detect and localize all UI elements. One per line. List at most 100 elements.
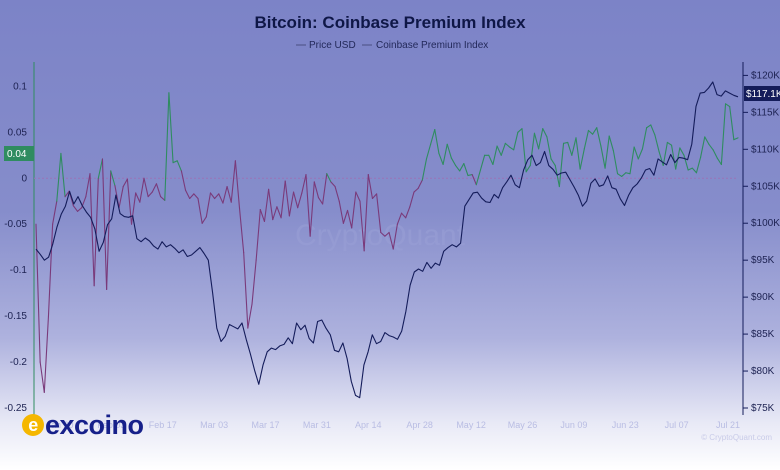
left-tick-label: 0 (21, 173, 27, 184)
price-line (35, 81, 739, 399)
premium-segment (35, 223, 41, 363)
premium-segment (400, 212, 407, 219)
premium-segment (546, 136, 552, 160)
chart-title: Bitcoin: Coinbase Premium Index (254, 13, 526, 32)
premium-segment (297, 192, 303, 209)
source-credit: © CryptoQuant.com (701, 433, 772, 442)
premium-segment (317, 197, 324, 205)
premium-segment (513, 131, 519, 151)
premium-segment (346, 209, 353, 229)
premium-segment (450, 157, 457, 166)
premium-segment (110, 170, 116, 187)
premium-segment (259, 208, 266, 223)
premium-segment (592, 127, 598, 135)
premium-segment (342, 209, 349, 224)
premium-segment (392, 223, 398, 250)
premium-segment (322, 173, 328, 205)
logo-coin-icon: e (22, 414, 44, 436)
premium-segment (446, 143, 452, 159)
premium-segment (425, 143, 432, 160)
premium-segment (205, 192, 212, 218)
premium-segment (517, 128, 523, 133)
premium-segment (633, 146, 639, 160)
premium-segment (351, 191, 357, 229)
premium-segment (538, 128, 544, 150)
premium-segment (180, 170, 187, 191)
premium-segment (679, 147, 685, 156)
premium-segment (130, 192, 137, 225)
premium-segment (438, 152, 444, 166)
premium-segment (338, 200, 344, 224)
right-tick-label: $80K (751, 366, 775, 377)
premium-segment (641, 127, 648, 150)
premium-segment (39, 361, 45, 393)
premium-segment (409, 191, 415, 208)
premium-segment (567, 141, 573, 156)
premium-segment (687, 167, 693, 171)
premium-segment (238, 208, 245, 254)
premium-segment (276, 206, 282, 219)
premium-segment (76, 207, 83, 212)
premium-segment (330, 181, 336, 188)
right-tick-label: $115K (751, 107, 780, 118)
premium-segment (587, 129, 594, 135)
premium-segment (160, 196, 166, 201)
premium-segment (371, 193, 378, 200)
premium-segment (222, 185, 228, 204)
premium-segment (550, 158, 556, 166)
premium-segment (106, 170, 112, 291)
premium-segment (197, 197, 203, 224)
premium-segment (583, 129, 590, 150)
premium-segment (496, 145, 502, 156)
premium-segment (230, 160, 236, 203)
premium-segment (151, 183, 158, 193)
x-tick-label: Apr 14 (355, 420, 382, 430)
x-tick-label: Jun 23 (612, 420, 639, 430)
premium-segment (334, 185, 340, 202)
premium-segment (234, 160, 241, 210)
premium-segment (60, 152, 66, 198)
legend-label-price: Price USD (309, 40, 356, 51)
premium-segment (700, 136, 706, 158)
right-tick-label: $120K (751, 70, 780, 81)
price-series (35, 81, 739, 399)
premium-segment (93, 177, 99, 287)
premium-segment (118, 185, 124, 209)
premium-segment (380, 231, 386, 237)
premium-segment (155, 183, 162, 198)
left-axis-ticks: 0.1 0.05 0 -0.05 -0.1 -0.15 -0.2 -0.25 (4, 81, 27, 414)
premium-segment (695, 156, 702, 174)
right-tick-label: $100K (751, 218, 780, 229)
premium-segment (143, 177, 149, 198)
premium-segment (255, 208, 261, 261)
left-tick-label: -0.05 (4, 219, 27, 230)
premium-segment (413, 187, 419, 193)
premium-segment (442, 143, 448, 166)
premium-segment (355, 191, 361, 202)
premium-segment (691, 167, 698, 174)
premium-segment (729, 106, 735, 141)
premium-segment (405, 206, 411, 219)
premium-segment (542, 128, 548, 138)
right-tick-label: $110K (751, 144, 780, 155)
premium-segment (72, 205, 79, 212)
premium-segment (708, 143, 714, 151)
excoino-logo: e excoino (22, 410, 144, 441)
premium-segment (421, 158, 428, 181)
premium-segment (189, 193, 195, 200)
x-tick-label: Apr 28 (406, 420, 433, 430)
x-tick-label: Mar 03 (200, 420, 228, 430)
premium-segment (533, 132, 540, 150)
premium-segment (654, 134, 660, 153)
premium-segment (172, 160, 178, 164)
premium-segment (309, 181, 315, 237)
premium-segment (662, 141, 668, 166)
premium-segment (164, 92, 170, 201)
right-tick-label: $95K (751, 255, 775, 266)
right-axis-ticks: $120K $115K $110K $105K $100K $95K $90K $85K $80… (743, 70, 780, 414)
premium-segment (459, 163, 465, 172)
premium-segment (288, 191, 295, 217)
premium-segment (263, 188, 270, 223)
x-tick-label: May 26 (508, 420, 538, 430)
